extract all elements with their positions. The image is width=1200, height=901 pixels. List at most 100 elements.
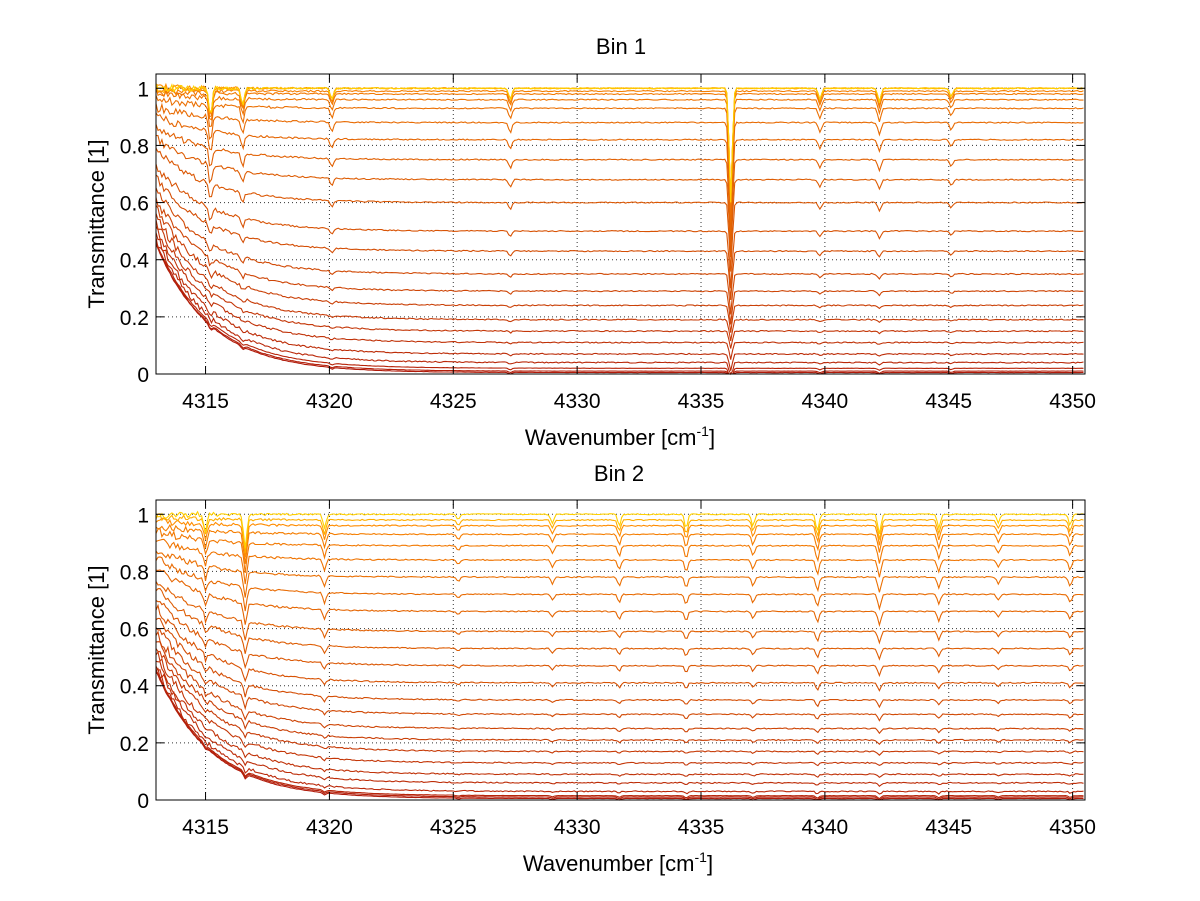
chart-title: Bin 1	[596, 34, 646, 59]
series-line	[155, 83, 1084, 203]
y-tick-label: 0	[137, 790, 149, 813]
x-tick-label: 4335	[678, 816, 725, 839]
y-tick-label: 0.8	[120, 135, 149, 158]
series-line	[155, 528, 1084, 573]
chart-panel-bin-1: Bin 1 4315 4320 4325 4330 4335 4340 4345 4350 0…	[84, 34, 1096, 450]
series-line	[155, 617, 1084, 709]
series-line	[155, 669, 1084, 800]
series-line	[155, 83, 1084, 203]
chart-title: Bin 2	[594, 461, 644, 486]
axes-frame	[155, 73, 1086, 375]
series-line	[155, 588, 1084, 661]
y-tick-labels: 0 0.2 0.4 0.6 0.8 1	[120, 504, 150, 813]
y-tick-label: 0.6	[120, 619, 149, 642]
series-line	[155, 510, 1084, 549]
series-line	[155, 569, 1084, 628]
series-line	[155, 667, 1084, 795]
series-line	[155, 630, 1084, 735]
series-line	[155, 225, 1084, 360]
y-tick-label: 0.2	[120, 307, 149, 330]
series-line	[155, 243, 1084, 375]
y-tick-labels: 0 0.2 0.4 0.6 0.8 1	[120, 78, 150, 387]
x-tick-label: 4325	[430, 816, 477, 839]
x-tick-label: 4345	[925, 390, 972, 413]
y-axis-label: Transmittance [1]	[84, 139, 109, 308]
x-axis-label-end: ]	[707, 851, 713, 876]
x-tick-label: 4320	[306, 390, 353, 413]
series-lines	[155, 510, 1084, 801]
series-line	[155, 523, 1084, 564]
series-line	[155, 187, 1084, 315]
series-line	[155, 219, 1084, 349]
series-line	[155, 86, 1084, 205]
series-line	[155, 213, 1084, 341]
y-axis-label: Transmittance [1]	[84, 565, 109, 734]
x-axis-label-superscript: -1	[697, 423, 710, 439]
x-axis-label-end: ]	[709, 425, 715, 450]
x-tick-label: 4350	[1049, 816, 1096, 839]
series-line	[155, 581, 1084, 645]
series-line	[155, 95, 1084, 215]
series-line	[155, 244, 1084, 375]
series-line	[155, 112, 1084, 234]
series-line	[155, 513, 1084, 553]
series-line	[155, 205, 1084, 333]
series-line	[155, 648, 1084, 756]
x-tick-label: 4320	[306, 816, 353, 839]
y-tick-label: 0.8	[120, 561, 149, 584]
series-line	[155, 670, 1084, 801]
series-line	[155, 237, 1084, 376]
x-tick-label: 4345	[925, 816, 972, 839]
series-line	[155, 174, 1084, 301]
series-lines	[155, 82, 1084, 376]
x-tick-label: 4315	[182, 390, 229, 413]
series-line	[155, 241, 1084, 375]
x-tick-label: 4325	[430, 390, 477, 413]
series-line	[155, 134, 1084, 258]
series-line	[155, 550, 1084, 598]
series-line	[155, 124, 1084, 246]
series-line	[155, 603, 1084, 692]
series-line	[155, 87, 1084, 206]
tick-marks	[156, 500, 1085, 801]
series-line	[155, 627, 1084, 722]
y-tick-label: 0	[137, 364, 149, 387]
tick-marks	[156, 74, 1085, 375]
x-tick-label: 4335	[678, 390, 725, 413]
y-tick-label: 1	[137, 504, 149, 527]
series-line	[155, 232, 1084, 371]
series-line	[155, 197, 1084, 325]
x-tick-labels: 4315 4320 4325 4330 4335 4340 4345 4350	[182, 390, 1096, 413]
x-tick-label: 4330	[554, 816, 601, 839]
series-line	[155, 660, 1084, 778]
y-tick-label: 0.2	[120, 733, 149, 756]
series-line	[155, 163, 1084, 289]
axes-frame	[155, 499, 1086, 801]
y-tick-label: 0.4	[120, 250, 150, 273]
y-tick-label: 0.6	[120, 193, 149, 216]
series-line	[155, 82, 1084, 203]
x-axis-label: Wavenumber [cm-1]	[523, 849, 713, 876]
x-tick-label: 4315	[182, 816, 229, 839]
x-axis-label-text: Wavenumber [cm	[523, 851, 695, 876]
y-tick-label: 0.4	[120, 676, 150, 699]
x-tick-label: 4330	[554, 390, 601, 413]
y-tick-label: 1	[137, 78, 149, 101]
series-line	[155, 90, 1084, 210]
series-line	[155, 650, 1084, 767]
x-axis-label-text: Wavenumber [cm	[525, 425, 697, 450]
x-tick-labels: 4315 4320 4325 4330 4335 4340 4345 4350	[182, 816, 1096, 839]
series-line	[155, 665, 1084, 787]
chart-panel-bin-2: Bin 2 4315 4320 4325 4330 4335 4340 4345 4350 0…	[84, 461, 1096, 876]
series-line	[155, 671, 1084, 801]
x-tick-label: 4340	[802, 816, 849, 839]
x-axis-label-superscript: -1	[695, 849, 708, 865]
x-tick-label: 4340	[802, 390, 849, 413]
series-line	[155, 538, 1084, 585]
x-tick-label: 4350	[1049, 390, 1096, 413]
series-line	[155, 556, 1084, 612]
series-line	[155, 600, 1084, 678]
x-axis-label: Wavenumber [cm-1]	[525, 423, 715, 450]
series-line	[155, 102, 1084, 223]
